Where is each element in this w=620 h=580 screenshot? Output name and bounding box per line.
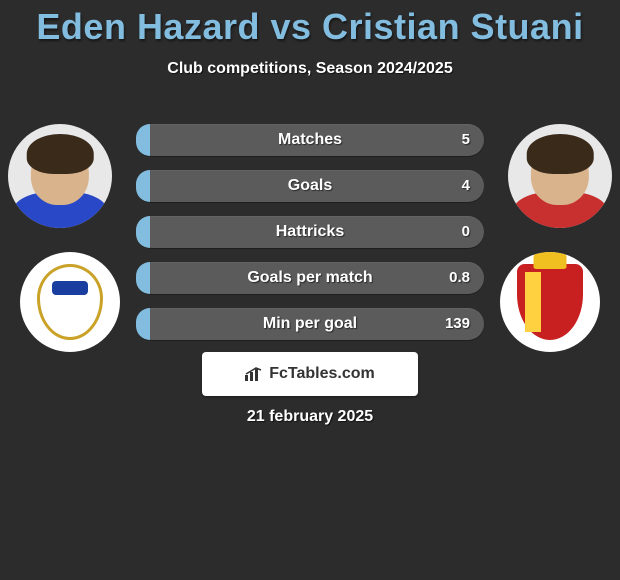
chart-icon [245,367,263,381]
stat-right-value: 5 [462,124,470,156]
source-badge: FcTables.com [202,352,418,396]
page-title: Eden Hazard vs Cristian Stuani [0,6,620,48]
stat-right-value: 0 [462,216,470,248]
stat-right-value: 4 [462,170,470,202]
source-text: FcTables.com [269,365,375,383]
stat-right-value: 139 [445,308,470,340]
stat-rows: Matches 5 Goals 4 Hattricks 0 Goals per … [136,124,484,354]
date-text: 21 february 2025 [0,408,620,426]
stat-row: Min per goal 139 [136,308,484,340]
player-left-avatar [8,124,112,228]
stat-label: Hattricks [136,216,484,248]
stat-label: Matches [136,124,484,156]
stat-label: Goals per match [136,262,484,294]
stat-row: Goals 4 [136,170,484,202]
comparison-card: Eden Hazard vs Cristian Stuani Club comp… [0,0,620,580]
stat-right-value: 0.8 [449,262,470,294]
club-left-badge [20,252,120,352]
stat-row: Matches 5 [136,124,484,156]
stat-row: Goals per match 0.8 [136,262,484,294]
stat-label: Min per goal [136,308,484,340]
player-right-avatar [508,124,612,228]
stat-row: Hattricks 0 [136,216,484,248]
club-right-badge [500,252,600,352]
subtitle: Club competitions, Season 2024/2025 [0,60,620,78]
stat-label: Goals [136,170,484,202]
